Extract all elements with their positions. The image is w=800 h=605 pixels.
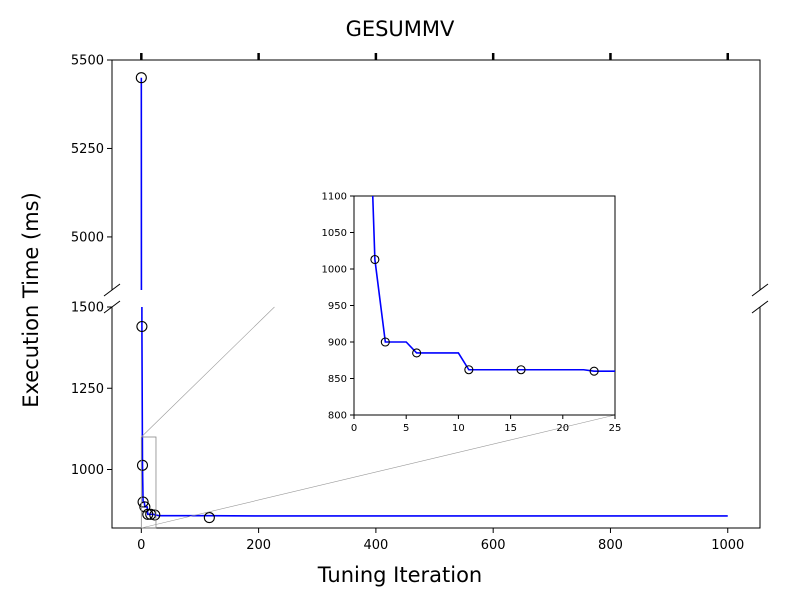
lower-data-point — [203, 512, 215, 524]
lower-data-point — [136, 459, 149, 471]
inset-y-tick-label: 1050 — [322, 228, 347, 239]
lower-frame — [111, 307, 761, 529]
zoom-connector-line — [141, 306, 275, 438]
lower-data-point — [142, 508, 154, 520]
axis-break-mark — [103, 300, 121, 314]
lower-data-point — [149, 509, 161, 521]
inset-x-tick-label: 15 — [504, 423, 517, 434]
axis-break-mark — [751, 283, 769, 297]
inset-panel: 800 850 900 950 1000 1050 1100 0 5 10 15 20 25 — [322, 192, 622, 435]
lower-data-point — [139, 501, 151, 513]
inset-y-tick-label: 1100 — [322, 192, 347, 203]
zoom-region-box — [140, 436, 157, 529]
x-axis-label: Tuning Iteration — [317, 563, 482, 587]
inset-y-tick-label: 1000 — [322, 265, 347, 276]
chart-title: GESUMMV — [346, 17, 455, 41]
upper-y-tick-label: 5250 — [71, 142, 104, 157]
inset-x-tick-label: 0 — [351, 423, 357, 434]
lower-data-point — [136, 320, 148, 333]
inset-data-point — [516, 365, 526, 375]
inset-data-point — [370, 254, 380, 265]
inset-data-point — [412, 348, 422, 358]
inset-data-point — [589, 366, 599, 376]
inset-y-tick-label: 900 — [328, 338, 347, 349]
inset-x-tick-label: 10 — [452, 423, 465, 434]
zoom-connector-line — [141, 414, 616, 529]
x-tick-label: 400 — [363, 538, 388, 553]
lower-y-tick-label: 1500 — [71, 301, 104, 316]
lower-y-tick-label: 1250 — [71, 382, 104, 397]
y-axis-label: Execution Time (ms) — [19, 192, 43, 408]
upper-data-point — [135, 72, 147, 84]
inset-x-tick-label: 20 — [556, 423, 569, 434]
x-tick-label: 600 — [481, 538, 506, 553]
inset-y-tick-label: 850 — [328, 374, 347, 385]
inset-data-point — [380, 337, 390, 347]
axis-break-mark — [751, 300, 769, 314]
lower-data-point — [137, 496, 149, 508]
upper-panel: 5000 5250 5500 — [71, 53, 761, 290]
upper-frame — [111, 59, 761, 290]
lower-y-tick-label: 1000 — [71, 463, 104, 478]
x-tick-label: 1000 — [711, 538, 744, 553]
x-tick-label: 800 — [598, 538, 623, 553]
inset-frame — [353, 195, 616, 416]
upper-y-tick-label: 5500 — [71, 54, 104, 69]
inset-series-line — [371, 196, 615, 373]
axis-break-mark — [103, 283, 121, 297]
inset-data-point — [464, 365, 474, 375]
x-tick-label: 0 — [137, 538, 145, 553]
upper-y-tick-label: 5000 — [71, 230, 104, 245]
inset-x-tick-label: 25 — [609, 423, 622, 434]
zoom-indicator — [140, 306, 616, 529]
x-tick-label: 200 — [246, 538, 271, 553]
inset-x-tick-label: 5 — [403, 423, 409, 434]
inset-y-tick-label: 950 — [328, 301, 347, 312]
inset-y-tick-label: 800 — [328, 411, 347, 422]
